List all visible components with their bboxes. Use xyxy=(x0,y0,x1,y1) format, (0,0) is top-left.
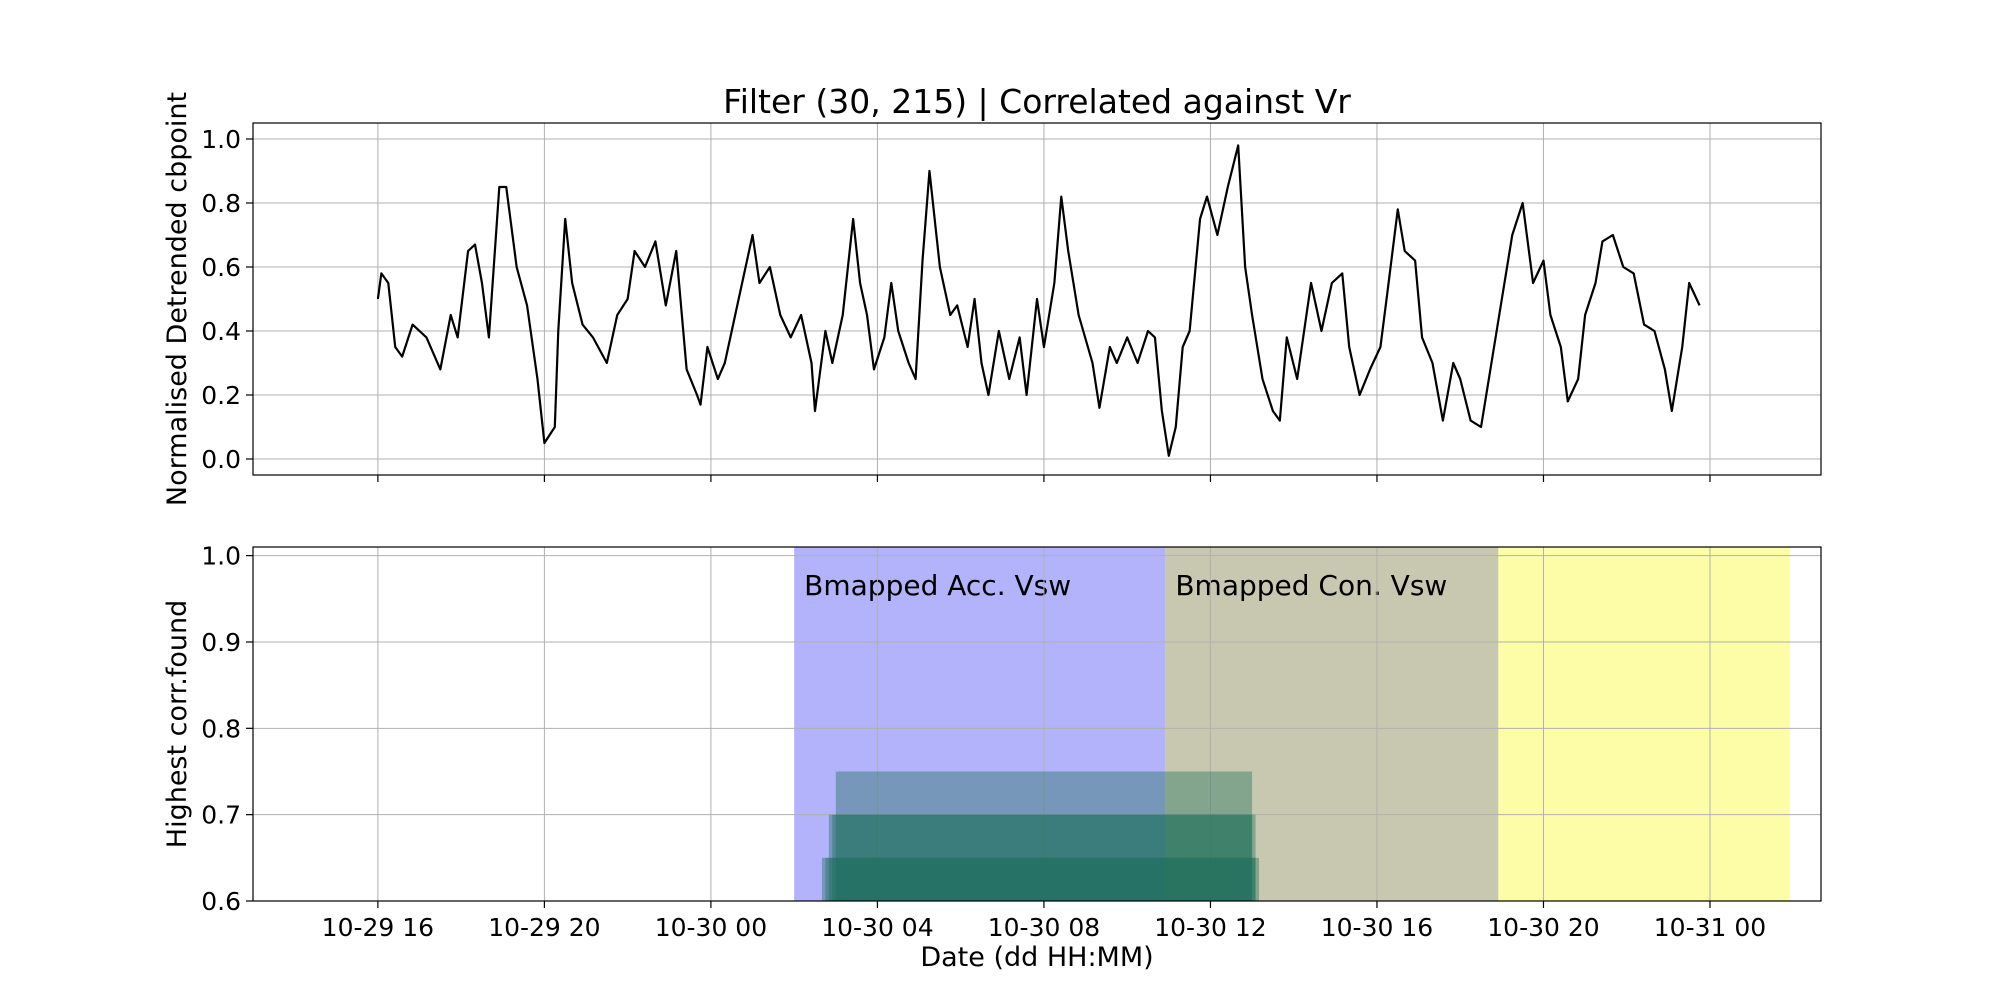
y-tick-label: 1.0 xyxy=(201,125,241,154)
corr-bar xyxy=(832,814,1253,901)
x-tick-label: 10-30 20 xyxy=(1487,913,1599,942)
x-tick-label: 10-30 12 xyxy=(1154,913,1266,942)
axes-frame xyxy=(252,122,1822,476)
y-tick-label: 0.6 xyxy=(201,887,241,916)
x-tick-label: 10-31 00 xyxy=(1654,913,1766,942)
y-tick-label: 0.8 xyxy=(201,714,241,743)
y-tick-label: 0.7 xyxy=(201,801,241,830)
corr-bar xyxy=(825,857,1256,901)
x-axis-label: Date (dd HH:MM) xyxy=(920,942,1153,973)
x-tick-label: 10-30 08 xyxy=(988,913,1100,942)
y-tick-label: 0.6 xyxy=(201,253,241,282)
y-tick-label: 0.0 xyxy=(201,445,241,474)
span-region xyxy=(794,547,1166,901)
x-tick-label: 10-30 16 xyxy=(1321,913,1433,942)
x-tick-label: 10-29 16 xyxy=(322,913,434,942)
y-tick-label: 0.2 xyxy=(201,381,241,410)
axes-frame xyxy=(252,546,1822,902)
y-axis-label: Highest corr.found xyxy=(162,600,193,848)
y-tick-label: 0.8 xyxy=(201,189,241,218)
corr-bar xyxy=(821,857,1260,901)
corr-bar xyxy=(828,814,1256,901)
y-tick-label: 1.0 xyxy=(201,542,241,571)
span-label: Bmapped Acc. Vsw xyxy=(804,569,1071,602)
y-tick-label: 0.9 xyxy=(201,628,241,657)
x-tick-label: 10-30 00 xyxy=(655,913,767,942)
span-region xyxy=(1165,547,1499,901)
data-line xyxy=(376,144,1701,457)
y-tick-label: 0.4 xyxy=(201,317,241,346)
y-axis-label: Normalised Detrended cbpoint xyxy=(162,92,193,506)
span-region xyxy=(1498,547,1790,901)
x-tick-label: 10-30 04 xyxy=(821,913,933,942)
span-label: Bmapped Con. Vsw xyxy=(1175,569,1447,602)
x-tick-label: 10-29 20 xyxy=(488,913,600,942)
corr-bar xyxy=(835,771,1253,901)
chart-title: Filter (30, 215) | Correlated against Vr xyxy=(723,82,1351,121)
